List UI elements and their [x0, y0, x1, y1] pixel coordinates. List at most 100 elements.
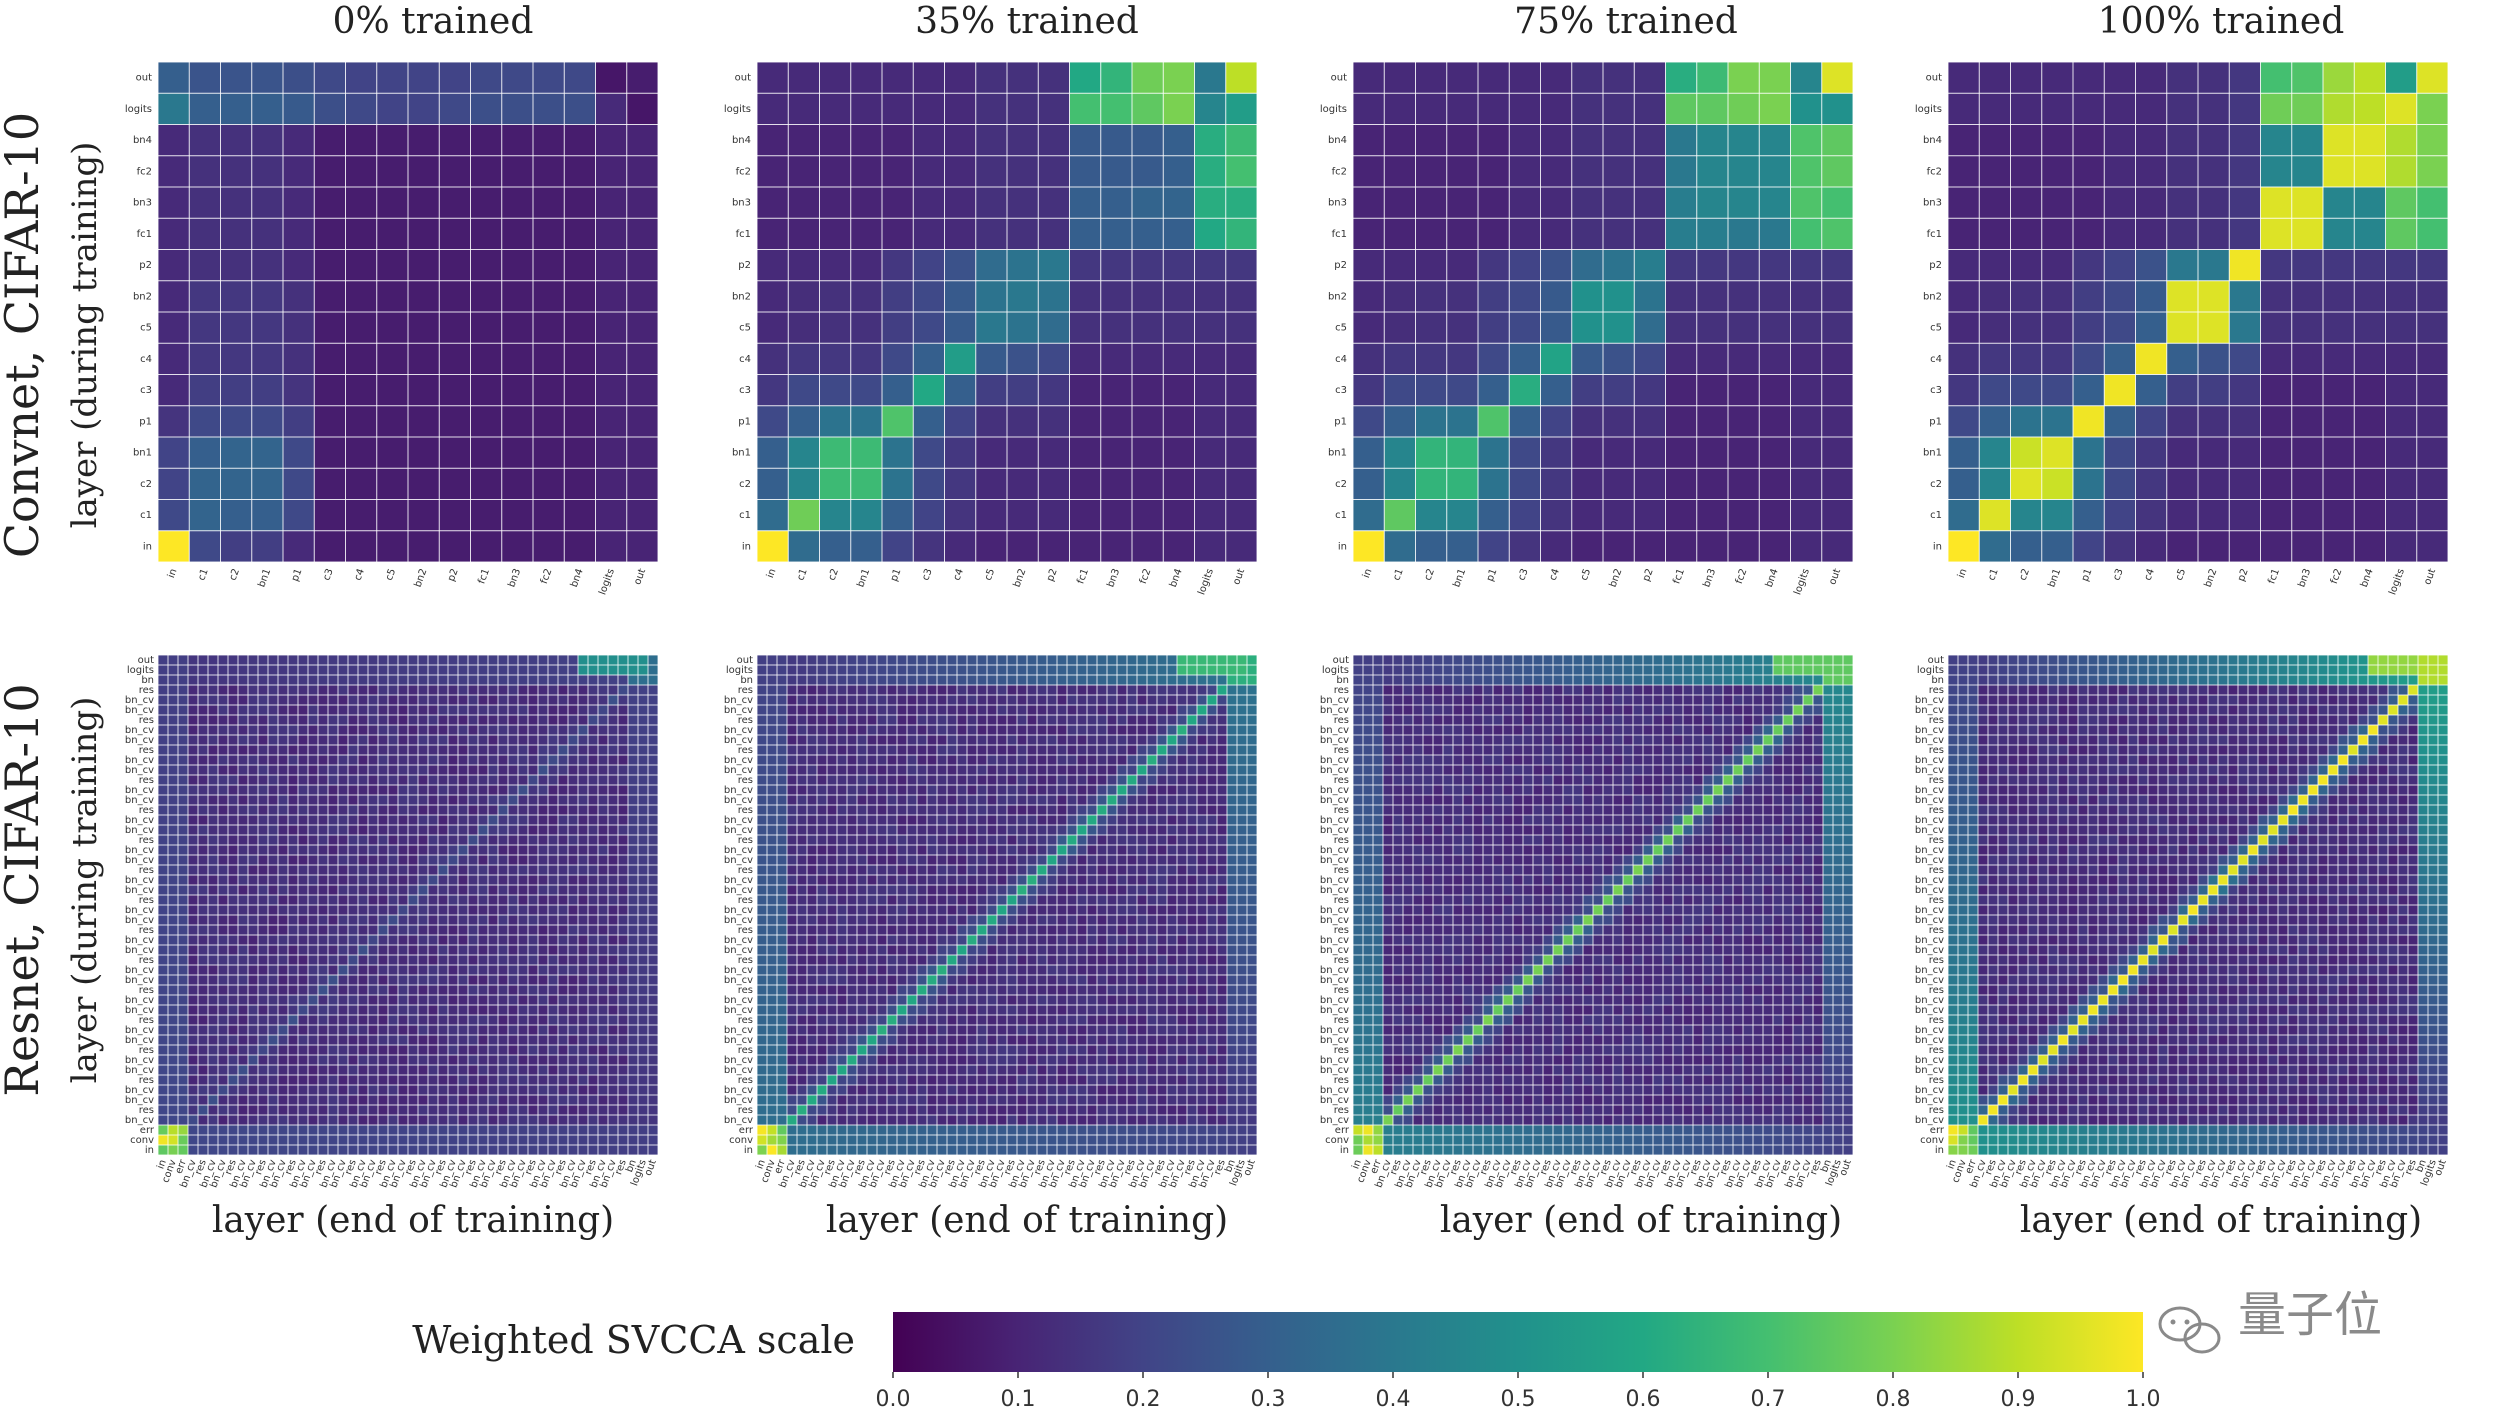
cell	[1197, 1125, 1207, 1135]
cell	[248, 715, 258, 725]
cell	[588, 705, 598, 715]
cell	[1017, 1005, 1027, 1015]
cell	[1017, 1125, 1027, 1135]
cell	[1634, 187, 1666, 219]
cell	[528, 1045, 538, 1055]
cell	[578, 685, 588, 695]
cell	[408, 825, 418, 835]
cell	[1167, 1035, 1177, 1045]
cell	[1415, 280, 1447, 312]
cell	[1728, 374, 1760, 406]
cell	[1157, 1005, 1167, 1015]
cell	[338, 775, 348, 785]
x-tick-label: res	[433, 1158, 449, 1176]
cell	[398, 1135, 408, 1145]
cell	[468, 715, 478, 725]
cell	[1007, 343, 1039, 375]
cell	[2416, 437, 2448, 469]
cell	[439, 312, 471, 344]
cell	[944, 93, 976, 125]
cell	[882, 280, 914, 312]
cell	[188, 865, 198, 875]
cell	[468, 695, 478, 705]
cell	[448, 1125, 458, 1135]
cell	[168, 1115, 178, 1125]
cell	[345, 280, 377, 312]
cell	[927, 1125, 937, 1135]
cell	[648, 875, 658, 885]
cell	[757, 312, 789, 344]
cell	[278, 1105, 288, 1115]
cell	[857, 1135, 867, 1145]
cell	[538, 945, 548, 955]
cell	[588, 795, 598, 805]
cell	[648, 1015, 658, 1025]
cell	[288, 865, 298, 875]
cell	[228, 1145, 238, 1155]
cell	[987, 1085, 997, 1095]
cell	[987, 1045, 997, 1055]
cell	[1948, 62, 1980, 94]
cell	[1634, 312, 1666, 344]
cell	[439, 124, 471, 156]
cell	[975, 437, 1007, 469]
cell	[478, 1035, 488, 1045]
cell	[608, 805, 618, 815]
cell	[428, 975, 438, 985]
cell	[2291, 499, 2323, 531]
cell	[158, 915, 168, 925]
cell	[478, 685, 488, 695]
cell	[847, 1105, 857, 1115]
cell	[238, 805, 248, 815]
cell	[1821, 218, 1853, 250]
cell	[548, 805, 558, 815]
cell	[158, 775, 168, 785]
cell	[398, 855, 408, 865]
cell	[598, 745, 608, 755]
cell	[408, 725, 418, 735]
cell	[548, 865, 558, 875]
cell	[258, 925, 268, 935]
cell	[598, 985, 608, 995]
cell	[867, 1095, 877, 1105]
cell	[1237, 1115, 1247, 1125]
cell	[847, 985, 857, 995]
cell	[1007, 1125, 1017, 1135]
cell	[1132, 93, 1164, 125]
cell	[1207, 1075, 1217, 1085]
cell	[1665, 280, 1697, 312]
cell	[208, 1025, 218, 1035]
cell	[882, 343, 914, 375]
cell	[158, 885, 168, 895]
cell	[418, 995, 428, 1005]
y-tick-label: bn2	[732, 291, 751, 302]
cell	[358, 1105, 368, 1115]
cell	[2166, 374, 2198, 406]
cell	[538, 1015, 548, 1025]
x-tick-label: p2	[1641, 567, 1656, 583]
cell	[2229, 343, 2261, 375]
cell	[987, 995, 997, 1005]
cell	[927, 1095, 937, 1105]
cell	[218, 1105, 228, 1115]
cell	[268, 925, 278, 935]
cell	[308, 955, 318, 965]
cell	[882, 499, 914, 531]
cell	[378, 665, 388, 675]
cell	[298, 795, 308, 805]
cell	[1237, 1135, 1247, 1145]
cell	[628, 925, 638, 935]
cell	[498, 755, 508, 765]
cell	[376, 374, 408, 406]
cell	[1353, 218, 1385, 250]
cell	[408, 905, 418, 915]
cell	[528, 1105, 538, 1115]
cell	[608, 735, 618, 745]
cell	[408, 785, 418, 795]
cell	[944, 218, 976, 250]
cell	[1157, 1085, 1167, 1095]
cell	[558, 1045, 568, 1055]
cell	[278, 1035, 288, 1045]
cell	[388, 1095, 398, 1105]
cell	[2104, 437, 2136, 469]
